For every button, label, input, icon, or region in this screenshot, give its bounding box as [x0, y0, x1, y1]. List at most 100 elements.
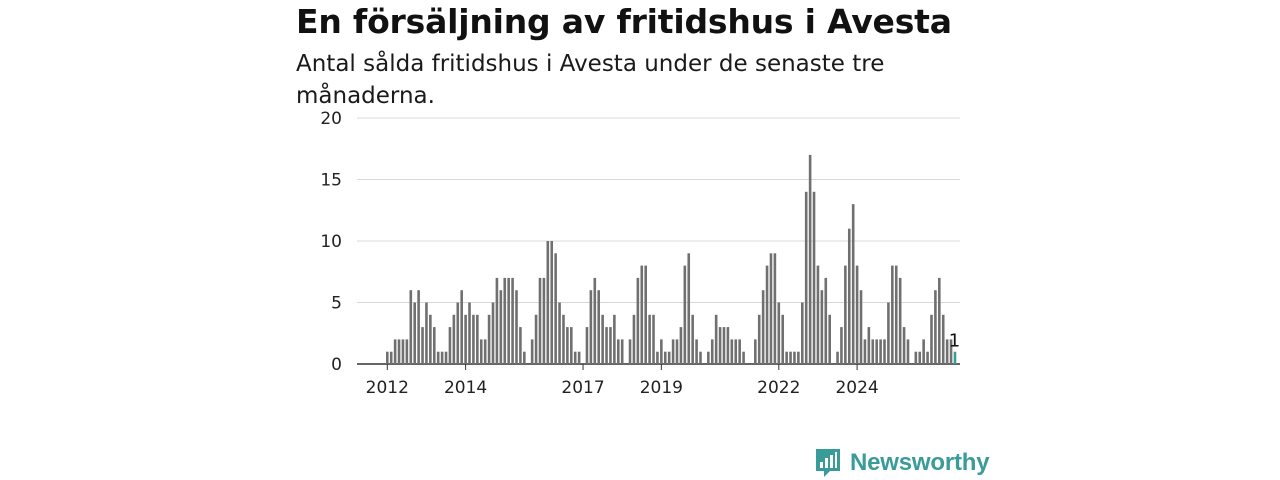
bar [468, 302, 471, 364]
bar [812, 191, 816, 364]
bar [609, 327, 612, 364]
x-tick-label: 2017 [561, 378, 604, 398]
bar [660, 339, 663, 364]
bar [413, 302, 417, 364]
bar [847, 228, 851, 364]
bar [891, 265, 894, 364]
bar [530, 339, 534, 364]
bar [393, 339, 397, 364]
bar [828, 314, 831, 364]
bar [949, 339, 953, 364]
bar [523, 351, 526, 364]
bar [554, 253, 557, 364]
bar [800, 302, 804, 364]
bar [570, 327, 573, 364]
bar [824, 277, 828, 364]
bar [464, 314, 467, 364]
bar [777, 302, 781, 364]
bar [644, 265, 647, 364]
bar [405, 339, 409, 364]
bar [859, 290, 863, 364]
bar [742, 351, 745, 364]
bar [765, 265, 769, 364]
bar [558, 302, 561, 364]
x-axis-ticks: 2012 2014 2017 2019 2022 2024 [366, 364, 879, 398]
bar [613, 314, 616, 364]
bar [452, 314, 456, 364]
bar [663, 351, 667, 364]
bar [695, 339, 698, 364]
bar-chart: 0 5 10 15 20 1 2012 2014 2017 2019 2022 2024 [320, 109, 960, 398]
bar [656, 351, 659, 364]
bar [875, 339, 878, 364]
bar [840, 327, 843, 364]
y-axis-ticks: 0 5 10 15 20 [320, 109, 342, 375]
newsworthy-logo-icon [816, 449, 840, 477]
bar [507, 277, 510, 364]
bar [425, 302, 428, 364]
bar [534, 314, 538, 364]
bar [648, 314, 651, 364]
bar [710, 339, 714, 364]
x-tick-label: 2014 [444, 378, 487, 398]
bar [667, 351, 671, 364]
bar [538, 277, 542, 364]
bar [386, 351, 389, 364]
bar [836, 351, 839, 364]
bar [628, 339, 632, 364]
bar [440, 351, 444, 364]
bar [844, 265, 847, 364]
bar [448, 327, 452, 364]
bar [718, 327, 722, 364]
bar [871, 339, 875, 364]
bar [894, 265, 898, 364]
bar [863, 339, 867, 364]
bar [479, 339, 483, 364]
bar [906, 339, 910, 364]
bar [483, 339, 487, 364]
bar [879, 339, 882, 364]
bar [934, 290, 937, 364]
bar [417, 290, 420, 364]
bar [793, 351, 796, 364]
bar [754, 339, 757, 364]
bar [883, 339, 886, 364]
bar [761, 290, 765, 364]
bar [930, 314, 933, 364]
highlight-data-label: 1 [949, 331, 960, 352]
bar [699, 351, 702, 364]
newsworthy-logo-text: Newsworthy [850, 449, 990, 476]
bar [542, 277, 546, 364]
bar [432, 327, 436, 364]
bar [679, 327, 683, 364]
bar [601, 314, 604, 364]
bar [867, 327, 871, 364]
bars: 1 [386, 154, 960, 364]
y-tick-label: 20 [320, 109, 342, 129]
bar [671, 339, 675, 364]
x-tick-label: 2024 [835, 378, 878, 398]
bar [550, 241, 554, 364]
bar [597, 290, 601, 364]
bar [738, 339, 741, 364]
bar [620, 339, 624, 364]
bar [902, 327, 906, 364]
chart-title: En försäljning av fritidshus i Avesta [296, 2, 952, 41]
bar [546, 241, 550, 364]
bar [562, 314, 565, 364]
bar [922, 339, 925, 364]
bar [421, 327, 424, 364]
bar [726, 327, 730, 364]
bar [499, 290, 503, 364]
bar [789, 351, 792, 364]
bar [605, 327, 608, 364]
bar [769, 253, 773, 364]
bar [616, 339, 620, 364]
bar [503, 277, 507, 364]
x-tick-label: 2022 [757, 378, 800, 398]
bar [495, 277, 499, 364]
bar [573, 351, 577, 364]
bar [938, 277, 941, 364]
bar [918, 351, 922, 364]
bar [566, 327, 569, 364]
